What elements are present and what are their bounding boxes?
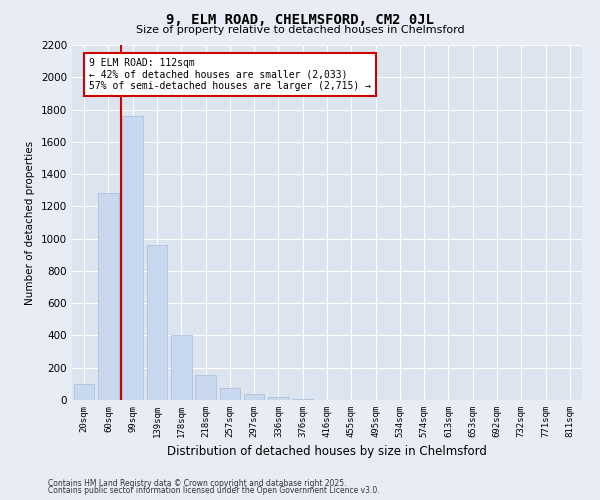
Bar xyxy=(146,245,167,400)
Bar xyxy=(268,397,289,400)
Y-axis label: Number of detached properties: Number of detached properties xyxy=(25,140,35,304)
Text: Size of property relative to detached houses in Chelmsford: Size of property relative to detached ho… xyxy=(136,25,464,35)
Bar xyxy=(220,388,240,400)
Text: 9, ELM ROAD, CHELMSFORD, CM2 0JL: 9, ELM ROAD, CHELMSFORD, CM2 0JL xyxy=(166,12,434,26)
Bar xyxy=(195,375,216,400)
Text: Contains public sector information licensed under the Open Government Licence v3: Contains public sector information licen… xyxy=(48,486,380,495)
Text: 9 ELM ROAD: 112sqm
← 42% of detached houses are smaller (2,033)
57% of semi-deta: 9 ELM ROAD: 112sqm ← 42% of detached hou… xyxy=(89,58,371,91)
Bar xyxy=(244,394,265,400)
Bar xyxy=(74,384,94,400)
Bar xyxy=(122,116,143,400)
X-axis label: Distribution of detached houses by size in Chelmsford: Distribution of detached houses by size … xyxy=(167,446,487,458)
Bar xyxy=(292,398,313,400)
Bar xyxy=(171,336,191,400)
Text: Contains HM Land Registry data © Crown copyright and database right 2025.: Contains HM Land Registry data © Crown c… xyxy=(48,478,347,488)
Bar xyxy=(98,194,119,400)
